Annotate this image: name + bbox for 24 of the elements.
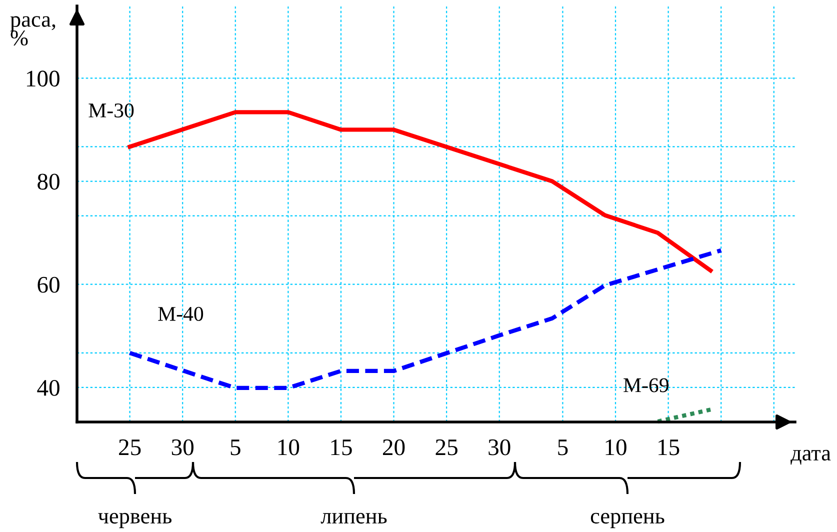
x-tick-label: 15 bbox=[658, 439, 680, 456]
series-label: М-30 bbox=[88, 103, 134, 118]
text: червень bbox=[98, 512, 172, 528]
series-label: М-40 bbox=[158, 306, 204, 321]
x-tick-label: 5 bbox=[230, 440, 240, 456]
y-tick-label: 60 bbox=[38, 276, 60, 293]
x-axis-title: дата bbox=[790, 450, 831, 465]
y-tick-label: 40 bbox=[37, 380, 60, 396]
text: липень bbox=[320, 512, 387, 524]
x-tick-label: 25 bbox=[436, 439, 458, 456]
series-label: М-69 bbox=[624, 378, 668, 392]
y-axis-title: раса, % bbox=[10, 16, 56, 46]
x-tick-label: 10 bbox=[606, 439, 626, 456]
x-tick-label: 15 bbox=[331, 439, 352, 456]
y-tick-label: 80 bbox=[38, 174, 60, 190]
x-tick-label: 20 bbox=[382, 439, 405, 456]
line-series bbox=[128, 248, 724, 390]
text: серпень bbox=[590, 512, 664, 528]
x-tick-label: 25 bbox=[119, 439, 141, 456]
x-tick-label: 5 bbox=[558, 440, 568, 456]
x-tick-label: 30 bbox=[488, 439, 510, 456]
y-tick-label: 100 bbox=[26, 70, 60, 87]
x-tick-label: 30 bbox=[172, 439, 194, 456]
x-tick-label: 10 bbox=[278, 439, 300, 456]
